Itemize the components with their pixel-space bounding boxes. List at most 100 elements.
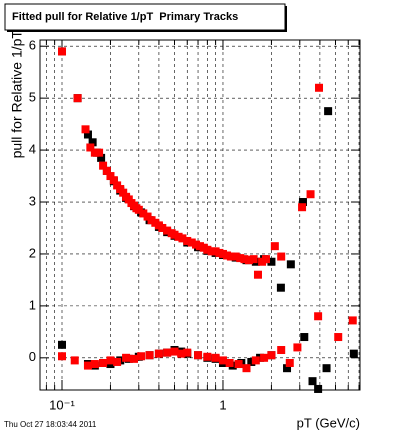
marker: [90, 148, 99, 157]
marker: [231, 252, 240, 261]
marker: [322, 364, 331, 373]
y-tick-label: 1: [29, 297, 36, 312]
marker: [348, 316, 357, 325]
marker: [139, 209, 148, 218]
marker: [113, 357, 122, 366]
marker: [261, 255, 270, 264]
marker: [242, 364, 251, 373]
marker: [183, 236, 192, 245]
marker: [158, 223, 167, 232]
marker: [244, 256, 253, 265]
marker: [58, 352, 67, 361]
x-tick-label: 1: [219, 397, 226, 412]
y-axis-title: pull for Relative 1/pT: [9, 30, 25, 159]
marker: [218, 249, 227, 258]
y-tick-label: 6: [29, 38, 36, 53]
marker: [249, 255, 258, 264]
marker: [286, 260, 295, 269]
marker: [277, 252, 286, 261]
marker: [270, 242, 279, 251]
marker: [83, 130, 92, 139]
chart-title: Fitted pull for Relative 1/pT Primary Tr…: [12, 11, 238, 23]
marker: [218, 356, 227, 365]
marker: [177, 349, 186, 358]
marker: [163, 226, 172, 235]
marker: [170, 347, 179, 356]
marker: [236, 254, 245, 263]
marker: [225, 358, 234, 367]
marker: [163, 348, 172, 357]
plot-border: [39, 39, 361, 391]
marker: [247, 357, 256, 366]
marker: [178, 234, 187, 243]
marker: [298, 203, 307, 212]
marker: [283, 364, 292, 373]
footer-date: Thu Oct 27 18:03:44 2011: [4, 420, 97, 429]
y-tick-label: 3: [29, 193, 36, 208]
marker: [267, 351, 276, 360]
marker: [183, 348, 192, 357]
marker: [58, 340, 67, 349]
marker: [314, 384, 323, 393]
marker: [277, 346, 286, 355]
marker: [194, 351, 203, 360]
marker: [145, 351, 154, 360]
marker: [81, 125, 90, 134]
marker: [334, 333, 343, 342]
marker: [306, 190, 315, 199]
marker: [324, 107, 333, 116]
marker: [90, 360, 99, 369]
marker: [122, 353, 131, 362]
marker: [73, 94, 82, 103]
marker: [86, 143, 95, 152]
marker: [99, 358, 108, 367]
marker: [95, 148, 104, 157]
marker: [240, 255, 249, 264]
marker: [88, 138, 97, 147]
x-tick-label: 10⁻¹: [49, 397, 75, 412]
y-tick-label: 4: [29, 142, 36, 157]
marker: [260, 353, 269, 362]
marker: [70, 356, 79, 365]
title-box-shadow: [285, 6, 287, 32]
marker: [109, 176, 118, 185]
marker: [298, 198, 307, 207]
marker: [314, 312, 323, 321]
marker: [129, 354, 138, 363]
y-tick-label: 5: [29, 90, 36, 105]
x-axis-title: pT (GeV/c): [297, 415, 360, 430]
marker: [251, 356, 260, 365]
marker: [97, 153, 106, 162]
marker: [106, 172, 115, 181]
marker: [106, 356, 115, 365]
marker: [285, 358, 294, 367]
y-tick-label: 2: [29, 245, 36, 260]
marker: [203, 352, 212, 361]
marker: [134, 205, 143, 214]
title-box: [4, 3, 286, 31]
marker: [58, 47, 67, 56]
marker: [119, 188, 128, 197]
marker: [300, 333, 309, 342]
marker: [308, 377, 317, 386]
title-box-shadow: [7, 30, 287, 32]
marker: [154, 349, 163, 358]
marker: [170, 230, 179, 239]
y-tick-label: 0: [29, 349, 36, 364]
marker: [211, 353, 220, 362]
marker: [253, 270, 262, 279]
marker: [226, 252, 235, 261]
marker: [349, 349, 358, 358]
marker: [102, 166, 111, 175]
marker: [99, 161, 108, 170]
marker: [83, 361, 92, 370]
marker: [234, 360, 243, 369]
marker: [203, 245, 212, 254]
plot-frame: [40, 40, 360, 390]
marker: [276, 283, 285, 292]
marker: [267, 257, 276, 266]
marker: [137, 352, 146, 361]
marker: [187, 238, 196, 247]
marker: [293, 343, 302, 352]
